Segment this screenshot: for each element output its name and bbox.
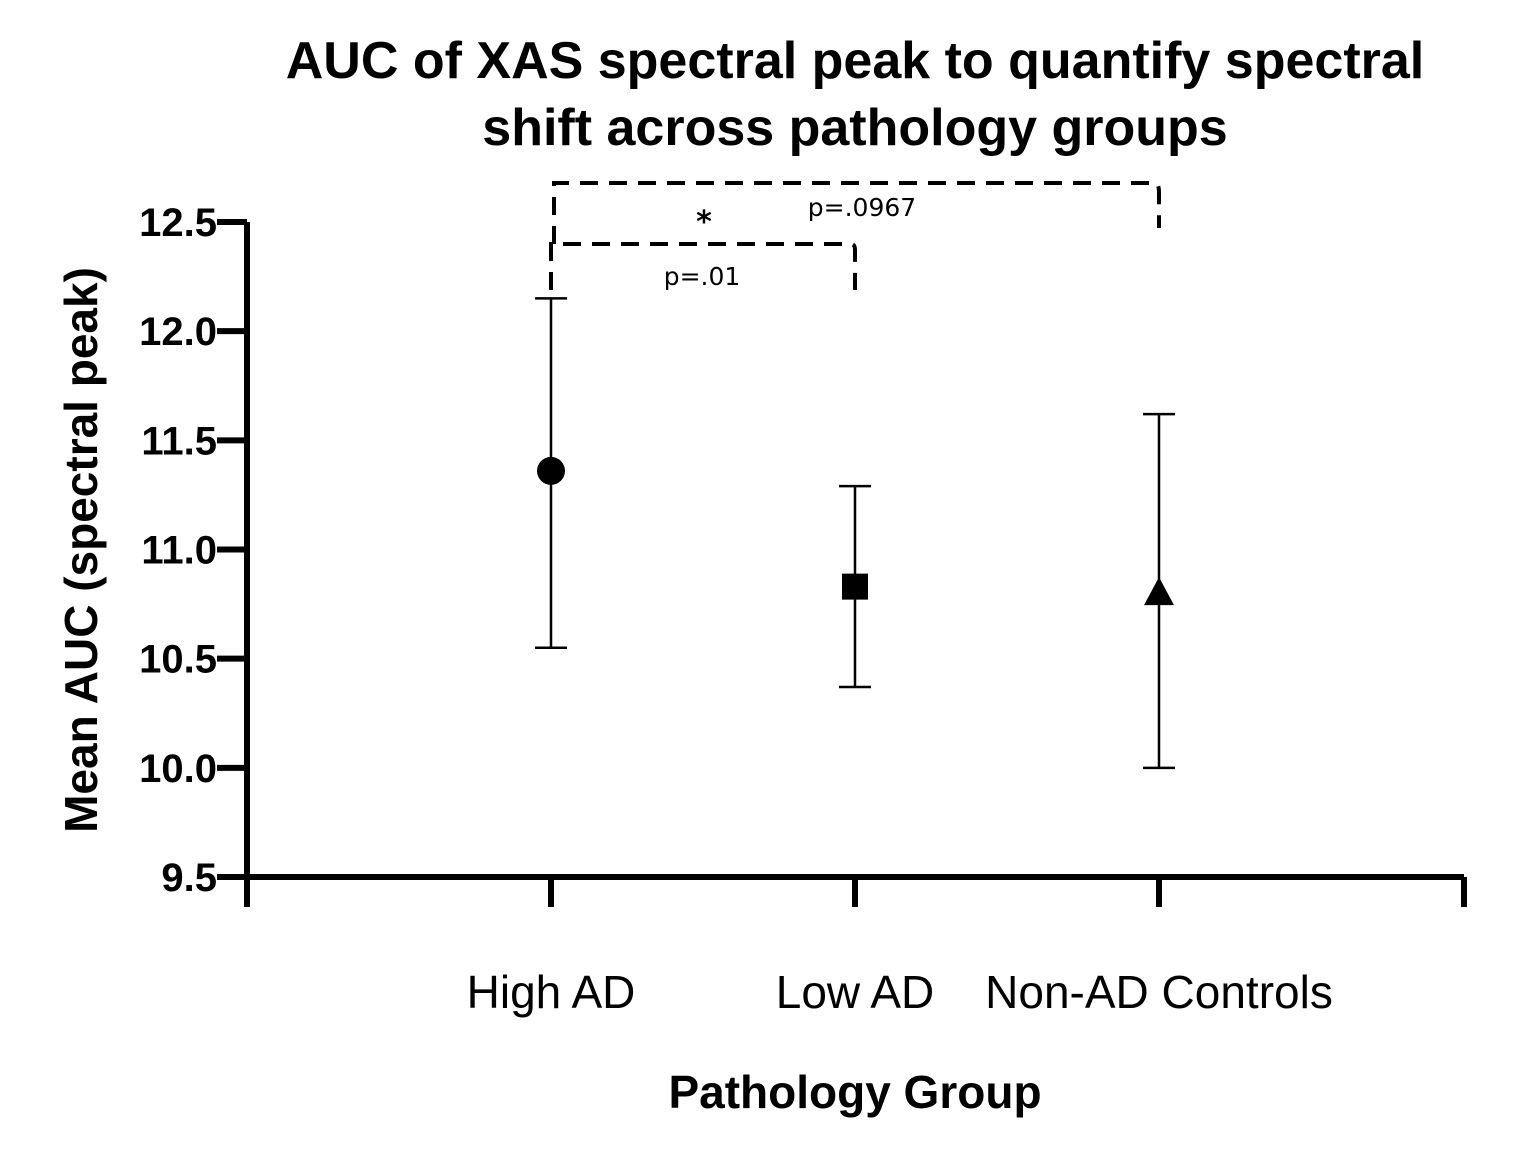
p-value-label: p=.01	[664, 262, 741, 291]
significance-star: *	[696, 205, 712, 240]
y-tick-label: 11.0	[141, 529, 217, 573]
x-tick-label: Low AD	[776, 966, 935, 1018]
bracket-high-vs-controls	[552, 181, 1161, 244]
y-tick-label: 10.0	[139, 747, 217, 791]
y-axis-label: Mean AUC (spectral peak)	[55, 267, 107, 833]
y-tick-label: 11.5	[141, 419, 217, 463]
y-axis: 9.5 10.0 10.5 11.0 11.5 12.0 12.5	[139, 201, 250, 907]
y-tick-label: 9.5	[161, 856, 217, 900]
x-axis: High AD Low AD Non-AD Controls	[247, 874, 1467, 1018]
x-tick-label: Non-AD Controls	[985, 966, 1333, 1018]
y-tick-label: 10.5	[139, 638, 217, 682]
x-axis-label: Pathology Group	[668, 1066, 1041, 1118]
chart-title-line-2: shift across pathology groups	[482, 99, 1227, 157]
bracket-high-vs-low	[549, 242, 857, 290]
y-tick-label: 12.0	[139, 310, 217, 354]
chart-title-line-1: AUC of XAS spectral peak to quantify spe…	[286, 32, 1425, 90]
plot-marks	[535, 297, 1175, 770]
y-tick-label: 12.5	[139, 201, 217, 245]
mean-point-circle	[537, 456, 565, 485]
p-value-label: p=.0967	[808, 193, 916, 222]
significance-brackets: * p=.01 p=.0967	[549, 181, 1161, 291]
x-tick-label: High AD	[467, 966, 636, 1018]
mean-point-triangle	[1144, 577, 1174, 606]
mean-point-square	[842, 573, 868, 600]
